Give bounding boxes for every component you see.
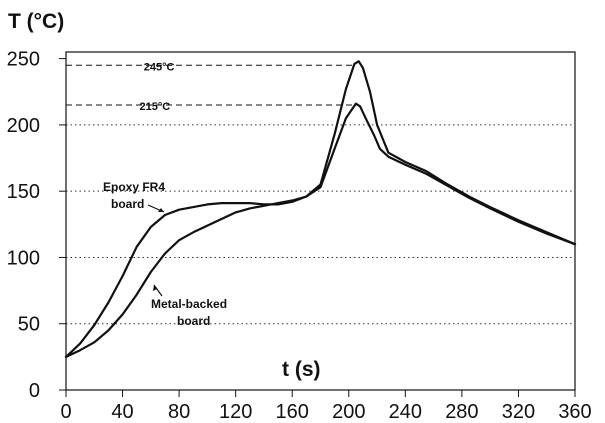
y-tick-label-250: 250 [7, 49, 40, 71]
grid-layer [66, 124, 575, 325]
series-line-epoxy-fr4-board [64, 102, 577, 358]
x-tick-label-80: 80 [168, 401, 190, 423]
labels-layer: 0 40 80 120 160 200 240 280 320 360 0 50 100 150 200 25… [7, 49, 592, 423]
x-tick-label-40: 40 [111, 401, 133, 423]
x-tick-label-120: 120 [219, 401, 252, 423]
reference-label-215: 215°C [140, 101, 171, 113]
annotation-metal-line2: board [177, 314, 210, 328]
y-axis-title: T (°C) [8, 10, 64, 33]
y-tick-label-150: 150 [7, 181, 40, 203]
annotation-metal-line1: Metal-backed [151, 297, 227, 311]
y-tick-label-0: 0 [29, 380, 40, 402]
plot-frame [65, 51, 576, 391]
series-layer [64, 60, 577, 358]
x-tick-label-320: 320 [502, 401, 535, 423]
x-tick-label-0: 0 [60, 401, 71, 423]
y-tick-label-100: 100 [7, 247, 40, 269]
x-tick-label-240: 240 [389, 401, 422, 423]
x-tick-label-360: 360 [558, 401, 591, 423]
annotation-epoxy-arrowhead [158, 208, 164, 212]
x-tick-label-200: 200 [332, 401, 365, 423]
y-tick-label-200: 200 [7, 115, 40, 137]
annotation-epoxy-line2: board [111, 197, 144, 211]
x-tick-label-280: 280 [445, 401, 478, 423]
x-tick-label-160: 160 [276, 401, 309, 423]
y-tick-label-50: 50 [18, 314, 40, 336]
reference-label-245: 245°C [144, 61, 175, 73]
reference-lines-layer: 245°C 215°C [66, 61, 356, 113]
x-axis-title: t (s) [282, 358, 321, 381]
series-line-metal-backed-board [64, 60, 577, 358]
annotation-epoxy-line1: Epoxy FR4 [103, 180, 165, 194]
axes-layer [59, 51, 576, 397]
annotation-metal-arrowhead [153, 285, 157, 291]
